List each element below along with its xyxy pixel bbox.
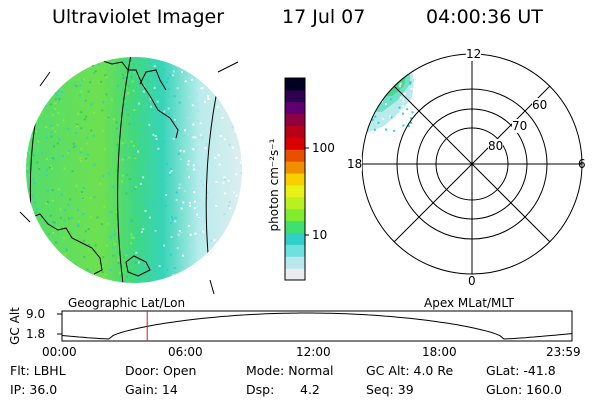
- date-label: 17 Jul 07: [282, 6, 366, 28]
- mlt-label-12: 12: [466, 47, 482, 61]
- altitude-timeline: [57, 310, 573, 342]
- colorbar-segment: [285, 208, 305, 222]
- mlt-label-0: 0: [468, 274, 476, 288]
- glat-value: GLat: -41.8: [486, 363, 556, 378]
- timeline-xtick-2359: 23:59: [546, 345, 581, 359]
- geographic-label: Geographic Lat/Lon: [68, 296, 186, 310]
- apex-label: Apex MLat/MLT: [424, 296, 514, 310]
- colorbar-segment: [285, 232, 305, 245]
- mlat-label-70: 70: [512, 119, 528, 133]
- colorbar-segment: [285, 173, 305, 186]
- colorbar-segment: [285, 256, 305, 269]
- colorbar-segment: [285, 89, 305, 103]
- altitude-curve: [61, 312, 573, 340]
- coastline-south: [29, 213, 103, 275]
- colorbar-segment: [285, 149, 305, 162]
- colorbar-frame: [284, 77, 306, 281]
- time-label: 04:00:36 UT: [426, 6, 543, 28]
- door-value: Door: Open: [125, 363, 197, 378]
- mlat-label-60: 60: [532, 98, 548, 112]
- mlt-label-6: 6: [578, 157, 586, 171]
- glon-value: GLon: 160.0: [486, 382, 562, 397]
- colorbar-segment: [285, 137, 305, 150]
- colorbar-tick-100: 100: [312, 141, 335, 155]
- timeline-xtick-1200: 12:00: [296, 345, 331, 359]
- colorbar-segment: [285, 184, 305, 198]
- colorbar-unit-label: photon cm⁻²s⁻¹: [267, 138, 281, 232]
- mlat-label-80: 80: [488, 139, 504, 153]
- timeline-xtick-1800: 18:00: [422, 345, 457, 359]
- colorbar-segment: [285, 244, 305, 257]
- colorbar-segment: [285, 101, 305, 115]
- timeline-ytick-top: 9.0: [26, 307, 46, 321]
- mode-value: Mode: Normal: [246, 363, 334, 378]
- dsp-label: Dsp:: [246, 382, 275, 397]
- dsp-value: 4.2: [300, 382, 320, 397]
- filter-value: Flt: LBHL: [10, 363, 66, 378]
- geographic-globe-image: [26, 57, 242, 283]
- colorbar-segment: [285, 125, 305, 138]
- timeline-xtick-0600: 06:00: [168, 345, 203, 359]
- timeline-xtick-0000: 00:00: [42, 345, 77, 359]
- timeline-frame: [61, 310, 573, 342]
- instrument-title: Ultraviolet Imager: [52, 6, 225, 28]
- gc-alt-value: GC Alt: 4.0 Re: [366, 363, 454, 378]
- timeline-ylabel: GC Alt: [8, 307, 22, 345]
- colorbar-segment: [285, 113, 305, 127]
- coastline-north: [91, 59, 179, 139]
- colorbar-segment: [285, 220, 305, 233]
- colorbar-tick-10: 10: [312, 228, 328, 242]
- gain-value: Gain: 14: [125, 382, 178, 397]
- mlt-label-18: 18: [347, 157, 363, 171]
- timeline-ytick-bottom: 1.8: [26, 327, 46, 341]
- colorbar-segment: [285, 78, 305, 91]
- colorbar: [285, 78, 305, 281]
- colorbar-segment: [285, 196, 305, 210]
- longitude-line: [117, 57, 133, 283]
- ip-value: IP: 36.0: [10, 382, 58, 397]
- colorbar-segment: [285, 161, 305, 174]
- polar-plot: [361, 53, 583, 275]
- colorbar-segment: [285, 268, 305, 281]
- seq-value: Seq: 39: [366, 382, 414, 397]
